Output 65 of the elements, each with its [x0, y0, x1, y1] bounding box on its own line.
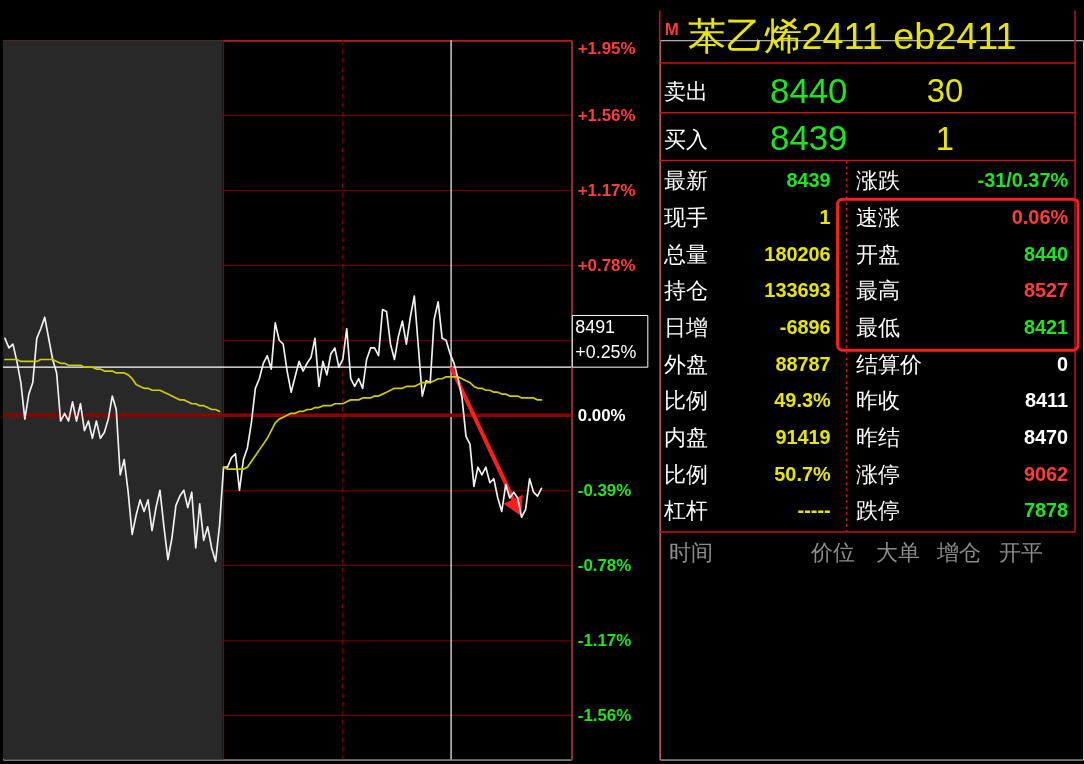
- text: 内盘: [663, 424, 708, 450]
- text: 昨结: [856, 424, 901, 450]
- text: 8421: [1023, 315, 1069, 338]
- text: 1: [935, 119, 955, 157]
- text: 大单: [876, 539, 921, 565]
- y-tick-label: -1.17%: [577, 630, 632, 650]
- text: 49.3%: [774, 389, 831, 412]
- text: 8527: [1023, 279, 1069, 302]
- y-tick-label: -0.39%: [577, 480, 632, 500]
- text: 0.06%: [1011, 205, 1069, 228]
- text: 7878: [1023, 499, 1069, 522]
- text: 买入: [663, 126, 708, 152]
- text: 8439: [770, 119, 848, 158]
- y-tick-label: +0.78%: [577, 255, 636, 275]
- text: 88787: [775, 352, 831, 375]
- y-tick-label: -0.78%: [577, 555, 632, 575]
- text: 速涨: [856, 204, 901, 230]
- text: 时间: [668, 539, 713, 565]
- text: -31/0.37%: [977, 169, 1069, 192]
- line-series: [4, 358, 221, 413]
- text: 最高: [856, 278, 901, 304]
- y-tick-label: +1.95%: [577, 38, 636, 58]
- text: 0: [1057, 352, 1069, 375]
- text: 比例: [663, 388, 708, 414]
- text: 最低: [856, 314, 901, 340]
- text: 结算价: [856, 351, 923, 377]
- text: 30: [926, 71, 964, 109]
- text: 日增: [663, 314, 708, 340]
- line-series: [222, 375, 543, 470]
- text: 昨收: [856, 388, 901, 414]
- text: 最新: [663, 168, 708, 194]
- text: 开平: [999, 539, 1044, 565]
- text: 50.7%: [774, 462, 831, 485]
- text: 8411: [1025, 389, 1069, 412]
- text: -6896: [779, 315, 831, 338]
- text: 增仓: [935, 539, 981, 565]
- text: 涨停: [856, 461, 901, 487]
- text: 9062: [1023, 462, 1069, 485]
- text: 现手: [663, 204, 708, 230]
- line-series: [4, 295, 543, 563]
- text: 比例: [663, 461, 708, 487]
- text: 卖出: [663, 78, 708, 104]
- text: 133693: [764, 279, 831, 302]
- text: 价位: [809, 539, 855, 565]
- text: 外盘: [663, 351, 708, 377]
- text: 持仓: [663, 278, 708, 304]
- text: 8440: [1023, 242, 1069, 265]
- text: 1: [819, 205, 831, 228]
- text: 8470: [1023, 425, 1069, 448]
- text: 杠杆: [662, 498, 708, 524]
- text: 开盘: [856, 241, 901, 267]
- y-tick-label: 0.00%: [577, 405, 626, 425]
- y-tick-label: -1.56%: [577, 705, 632, 725]
- text: 涨跌: [856, 168, 901, 194]
- y-tick-label: +1.17%: [577, 180, 636, 200]
- text: -----: [797, 499, 831, 522]
- text: 8440: [770, 71, 848, 110]
- text: 91419: [775, 425, 831, 448]
- text: 8439: [786, 169, 831, 192]
- ref-line-label: 8491 +0.25%: [575, 317, 637, 363]
- text: 跌停: [856, 498, 901, 524]
- text: M: [664, 20, 679, 40]
- y-tick-label: +1.56%: [577, 105, 636, 125]
- text: 总量: [662, 241, 708, 267]
- text: 180206: [764, 242, 831, 265]
